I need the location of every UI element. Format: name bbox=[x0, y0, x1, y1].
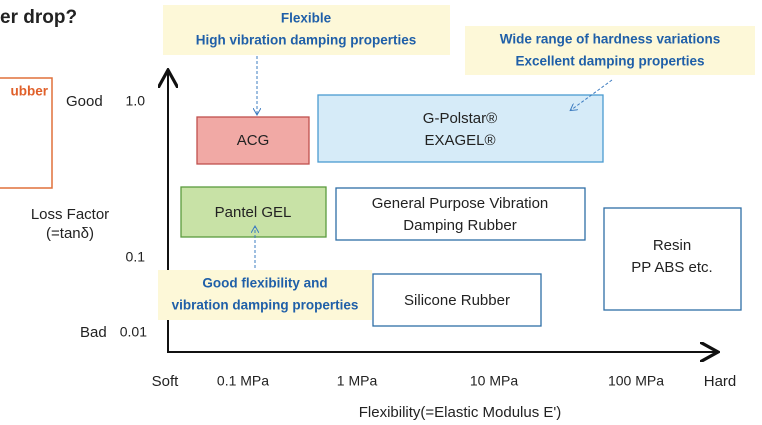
box-silicone bbox=[372, 273, 542, 327]
box-label: Damping Rubber bbox=[403, 217, 516, 234]
y-tick: 1.0 bbox=[126, 93, 146, 109]
box-label: General Purpose Vibration bbox=[372, 195, 549, 212]
callout-text: Flexible bbox=[281, 11, 332, 26]
heading: er drop? bbox=[0, 7, 77, 28]
box-general bbox=[335, 187, 586, 241]
y-title: Loss Factor bbox=[31, 206, 109, 223]
callout-text: Wide range of hardness variations bbox=[500, 32, 720, 47]
box-label: ACG bbox=[237, 132, 270, 149]
side-box bbox=[0, 77, 53, 189]
callout-box bbox=[158, 270, 372, 320]
callout-text: Excellent damping properties bbox=[515, 54, 704, 69]
box-label: Resin bbox=[653, 237, 691, 254]
callout-text: High vibration damping properties bbox=[196, 33, 417, 48]
box-label: Pantel GEL bbox=[215, 204, 292, 221]
callout-text: vibration damping properties bbox=[172, 298, 359, 313]
x-hard: Hard bbox=[704, 373, 737, 390]
callout-text: Good flexibility and bbox=[202, 276, 327, 291]
callout-box bbox=[465, 26, 755, 75]
side-box-label: ubber bbox=[10, 84, 48, 99]
box-label: G-Polstar® bbox=[423, 110, 497, 127]
x-tick: 10 MPa bbox=[470, 373, 518, 389]
box-acg bbox=[196, 116, 310, 165]
x-title: Flexibility(=Elastic Modulus E') bbox=[359, 404, 562, 421]
y-good: Good bbox=[66, 93, 103, 110]
box-gpolstar bbox=[317, 94, 604, 163]
box-label: Silicone Rubber bbox=[404, 292, 510, 309]
x-tick: 100 MPa bbox=[608, 373, 664, 389]
y-title: (=tanδ) bbox=[46, 225, 94, 242]
y-bad: Bad bbox=[80, 324, 107, 341]
x-tick: 1 MPa bbox=[337, 373, 378, 389]
box-label: PP ABS etc. bbox=[631, 259, 712, 276]
callout-box bbox=[163, 5, 450, 55]
x-soft: Soft bbox=[152, 373, 180, 390]
box-label: EXAGEL® bbox=[424, 132, 495, 149]
callout-arrow bbox=[571, 79, 613, 110]
x-tick: 0.1 MPa bbox=[217, 373, 269, 389]
box-resin bbox=[603, 207, 742, 311]
y-tick: 0.01 bbox=[120, 324, 147, 340]
y-tick: 0.1 bbox=[126, 249, 146, 265]
